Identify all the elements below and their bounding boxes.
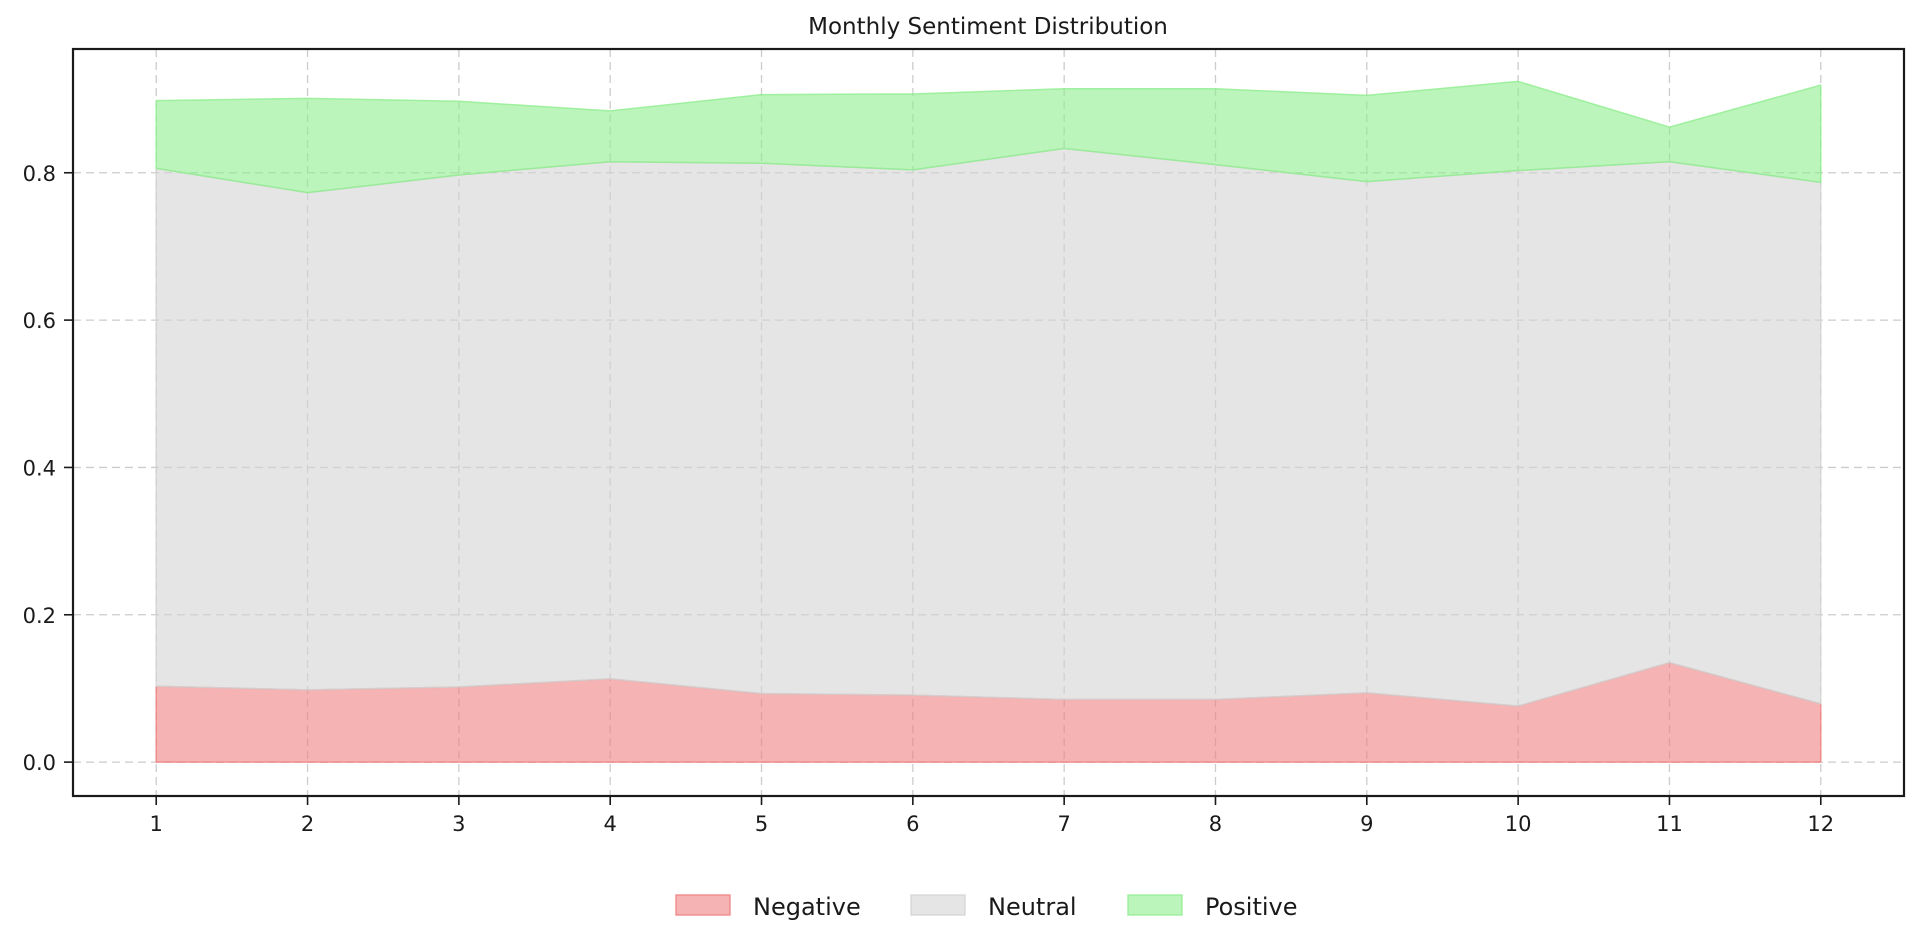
y-tick-label: 0.2 bbox=[23, 604, 56, 628]
legend-swatch-negative bbox=[675, 894, 731, 916]
y-tick-label: 0.4 bbox=[23, 456, 56, 480]
legend-swatch-neutral bbox=[910, 894, 966, 916]
x-tick-label: 9 bbox=[1360, 812, 1373, 836]
legend-label-negative: Negative bbox=[753, 893, 861, 921]
area-layer bbox=[155, 80, 1822, 763]
x-tick-label: 12 bbox=[1807, 812, 1834, 836]
x-tick-label: 3 bbox=[452, 812, 465, 836]
area-series-neutral bbox=[155, 147, 1822, 707]
y-tick-label: 0.0 bbox=[23, 751, 56, 775]
legend: Negative Neutral Positive bbox=[675, 893, 1298, 921]
x-tick-label: 2 bbox=[301, 812, 314, 836]
legend-swatch-positive bbox=[1127, 894, 1183, 916]
x-tick-label: 8 bbox=[1209, 812, 1222, 836]
x-tick-label: 7 bbox=[1057, 812, 1070, 836]
y-tick-label: 0.6 bbox=[23, 309, 56, 333]
x-tick-label: 1 bbox=[150, 812, 163, 836]
y-tick-label: 0.8 bbox=[23, 162, 56, 186]
plot-frame bbox=[71, 47, 1906, 798]
x-tick-label: 4 bbox=[604, 812, 617, 836]
axis-layer bbox=[71, 47, 1906, 798]
chart-title: Monthly Sentiment Distribution bbox=[808, 14, 1168, 40]
x-tick-label: 10 bbox=[1505, 812, 1532, 836]
x-tick-label: 5 bbox=[755, 812, 768, 836]
x-tick-label: 11 bbox=[1656, 812, 1683, 836]
legend-label-neutral: Neutral bbox=[988, 893, 1077, 921]
area-series-positive bbox=[155, 80, 1822, 194]
tick-layer: 1 2 3 4 5 6 7 8 9 10 11 120.00.20.40.60.8 bbox=[23, 162, 1835, 836]
x-tick-label: 6 bbox=[906, 812, 919, 836]
legend-label-positive: Positive bbox=[1205, 893, 1298, 921]
